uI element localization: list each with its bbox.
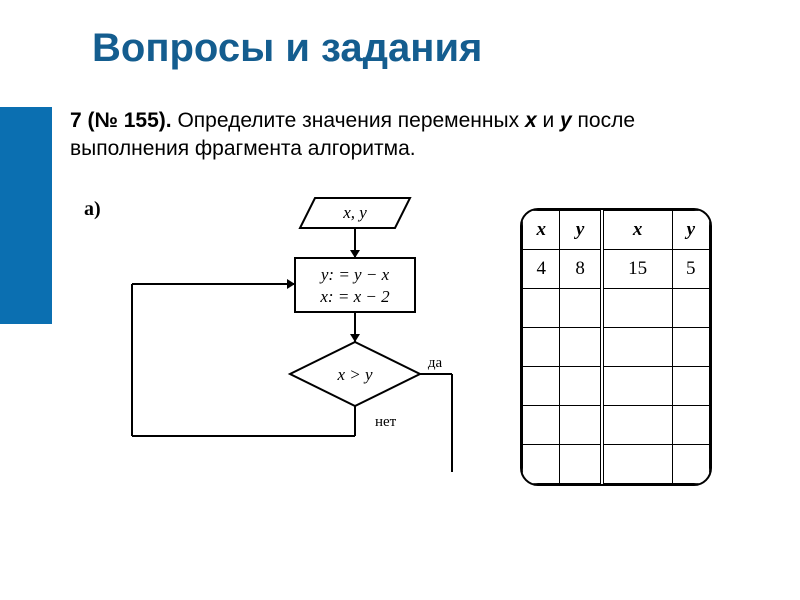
cell xyxy=(602,328,672,367)
cell: 15 xyxy=(602,250,672,289)
cell xyxy=(560,289,602,328)
trace-table-frame: x y x y 4 8 15 5 xyxy=(520,208,712,486)
flowchart: x, y y: = y − x x: = x − 2 x > y да нет xyxy=(112,192,460,482)
io-node-text: x, y xyxy=(342,203,367,222)
cell: 4 xyxy=(523,250,560,289)
slide-title: Вопросы и задания xyxy=(92,26,482,71)
process-line1: y: = y − x xyxy=(319,265,390,284)
cell xyxy=(560,367,602,406)
task-mid: и xyxy=(537,109,560,132)
cell: 8 xyxy=(560,250,602,289)
table-row: 4 8 15 5 xyxy=(523,250,710,289)
trace-header-row: x y x y xyxy=(523,211,710,250)
cell xyxy=(672,367,709,406)
task-part1: Определите значения переменных xyxy=(172,109,525,132)
cell xyxy=(602,367,672,406)
process-line2: x: = x − 2 xyxy=(319,287,390,306)
cell xyxy=(560,328,602,367)
trace-table-wrap: x y x y 4 8 15 5 xyxy=(520,208,712,486)
accent-bar xyxy=(0,107,52,324)
no-label: нет xyxy=(375,414,397,430)
cell xyxy=(560,406,602,445)
cell xyxy=(672,289,709,328)
table-row xyxy=(523,367,710,406)
col-header: x xyxy=(523,211,560,250)
task-text: 7 (№ 155). Определите значения переменны… xyxy=(70,107,690,164)
cell xyxy=(523,445,560,484)
col-header: y xyxy=(672,211,709,250)
cell: 5 xyxy=(672,250,709,289)
col-header: y xyxy=(560,211,602,250)
yes-label: да xyxy=(428,355,443,371)
cell xyxy=(523,367,560,406)
table-row xyxy=(523,445,710,484)
cell xyxy=(602,445,672,484)
cell xyxy=(560,445,602,484)
var-x: x xyxy=(525,109,537,132)
cell xyxy=(672,328,709,367)
col-header: x xyxy=(602,211,672,250)
table-row xyxy=(523,289,710,328)
slide-root: Вопросы и задания 7 (№ 155). Определите … xyxy=(0,0,800,600)
cell xyxy=(523,289,560,328)
table-row xyxy=(523,406,710,445)
task-number: 7 (№ 155). xyxy=(70,109,172,132)
cell xyxy=(602,289,672,328)
cell xyxy=(672,406,709,445)
trace-table: x y x y 4 8 15 5 xyxy=(522,210,710,484)
cell xyxy=(523,328,560,367)
sub-label: а) xyxy=(84,198,101,221)
table-row xyxy=(523,328,710,367)
cell xyxy=(523,406,560,445)
cell xyxy=(672,445,709,484)
cell xyxy=(602,406,672,445)
var-y: y xyxy=(560,109,572,132)
decision-text: x > y xyxy=(336,365,373,384)
